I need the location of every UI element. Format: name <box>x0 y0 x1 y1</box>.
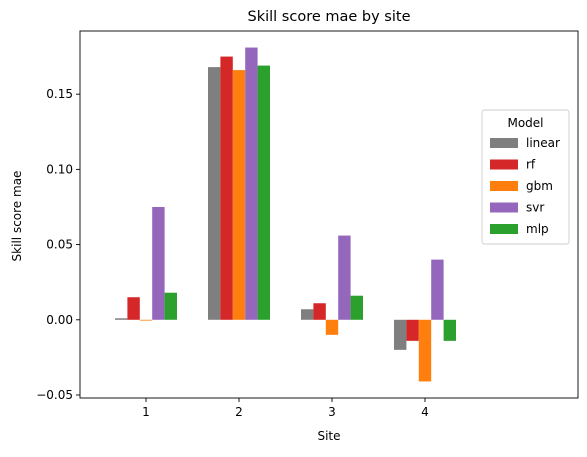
chart-title: Skill score mae by site <box>248 9 411 25</box>
legend-swatch-svr <box>490 202 518 213</box>
bar-svr-site-4 <box>431 259 444 320</box>
y-tick-label: 0.00 <box>46 313 73 327</box>
y-axis-label: Skill score mae <box>10 171 24 262</box>
legend-swatch-linear <box>490 138 518 148</box>
bar-rf-site-2 <box>220 56 233 320</box>
y-tick-label: −0.05 <box>36 388 73 402</box>
plot-frame <box>79 30 579 399</box>
x-axis-label: Site <box>317 429 340 443</box>
legend-label-gbm: gbm <box>526 179 553 193</box>
y-tick-label: 0.15 <box>46 87 73 101</box>
y-tick-label: 0.10 <box>46 162 73 176</box>
axes-layer <box>79 30 579 399</box>
legend-swatch-gbm <box>490 181 518 191</box>
legend-swatch-mlp <box>490 224 518 234</box>
bar-linear-site-4 <box>394 319 407 350</box>
bar-mlp-site-1 <box>164 292 177 320</box>
x-tick-label: 1 <box>142 405 150 419</box>
bar-linear-site-3 <box>301 309 314 320</box>
x-tick-label: 2 <box>235 405 243 419</box>
bar-mlp-site-4 <box>443 319 456 341</box>
y-tick-label: 0.05 <box>46 238 73 252</box>
bar-svr-site-3 <box>338 235 351 320</box>
legend: Model linear rf gbm svr mlp <box>481 109 570 245</box>
bar-rf-site-3 <box>313 303 326 320</box>
legend-label-linear: linear <box>526 136 560 150</box>
bar-svr-site-1 <box>152 206 165 320</box>
bar-rf-site-4 <box>406 319 419 341</box>
legend-title: Model <box>507 116 543 130</box>
bar-gbm-site-1 <box>139 319 153 321</box>
x-tick-label: 3 <box>328 405 336 419</box>
legend-label-mlp: mlp <box>526 222 549 236</box>
bar-gbm-site-4 <box>418 319 432 382</box>
bar-rf-site-1 <box>127 297 140 320</box>
x-tick-label: 4 <box>421 405 429 419</box>
bar-svr-site-2 <box>245 47 258 320</box>
bar-linear-site-2 <box>208 67 221 320</box>
legend-swatch-rf <box>490 159 518 170</box>
bar-mlp-site-2 <box>257 65 270 320</box>
legend-label-svr: svr <box>526 201 544 215</box>
bar-mlp-site-3 <box>350 295 363 320</box>
bar-gbm-site-2 <box>232 70 246 320</box>
bar-gbm-site-3 <box>325 319 339 335</box>
legend-label-rf: rf <box>526 158 536 172</box>
bars-layer <box>115 47 456 382</box>
bar-linear-site-1 <box>115 318 128 320</box>
ticks-layer: −0.05 0.00 0.05 0.10 0.15 1 2 3 4 <box>36 87 429 419</box>
